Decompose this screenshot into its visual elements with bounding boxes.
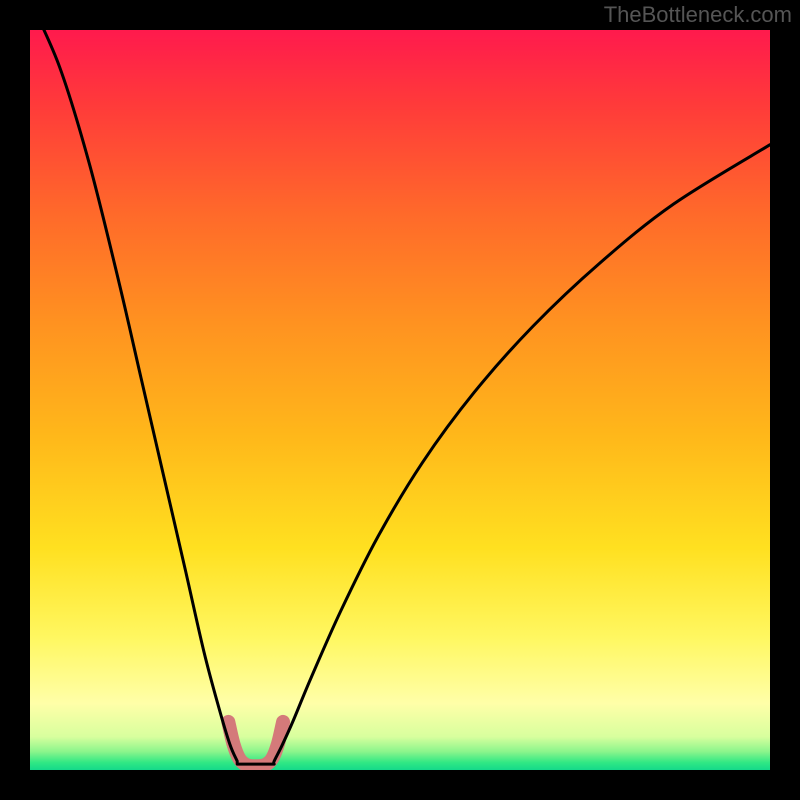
- chart-root: { "watermark": { "text": "TheBottleneck.…: [0, 0, 800, 800]
- bottleneck-chart: [0, 0, 800, 800]
- watermark-text: TheBottleneck.com: [604, 2, 792, 28]
- gradient-background: [30, 30, 770, 770]
